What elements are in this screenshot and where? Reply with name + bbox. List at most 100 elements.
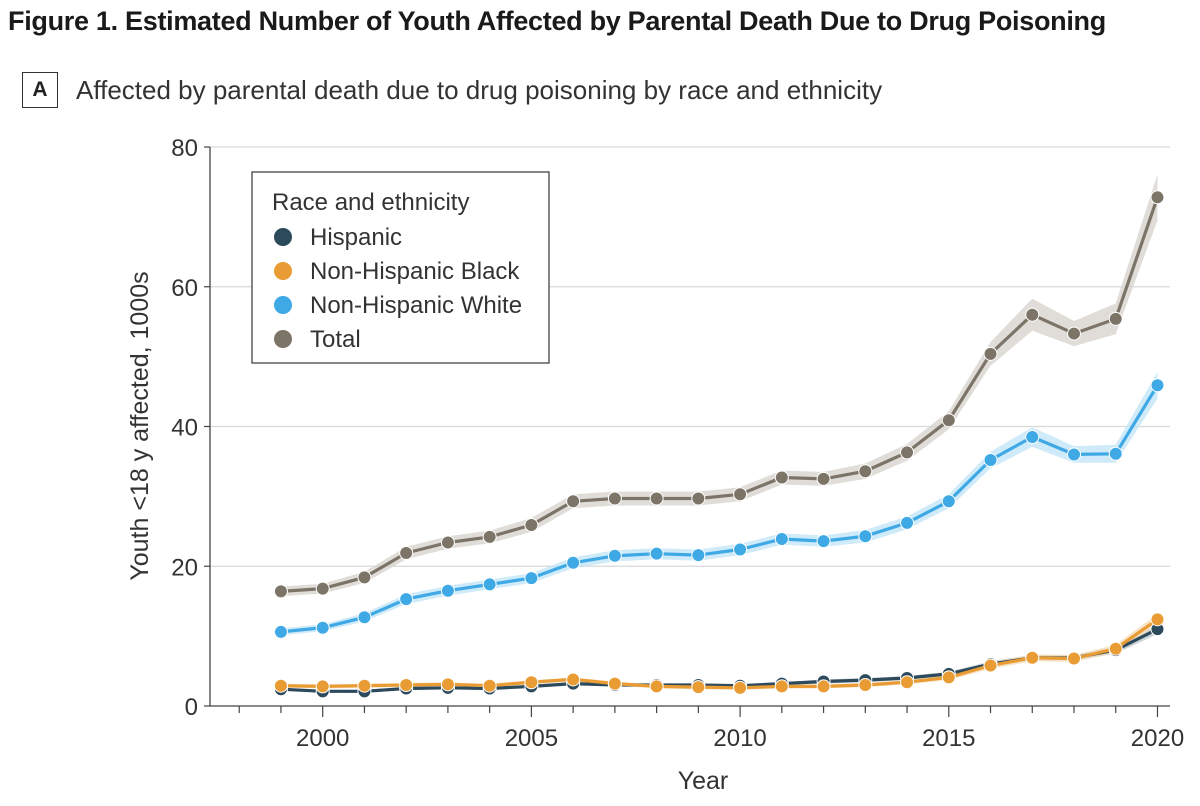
point-non-hispanic-white bbox=[399, 592, 414, 607]
point-total bbox=[273, 584, 288, 599]
point-non-hispanic-black bbox=[900, 675, 915, 690]
series-lines bbox=[280, 196, 1160, 693]
legend-marker-total bbox=[274, 330, 292, 348]
point-non-hispanic-white bbox=[983, 453, 998, 468]
legend-marker-non-hispanic-white bbox=[274, 296, 292, 314]
point-non-hispanic-black bbox=[1025, 650, 1040, 665]
point-non-hispanic-black bbox=[315, 679, 330, 694]
point-non-hispanic-black bbox=[607, 676, 622, 691]
point-total bbox=[1150, 190, 1165, 205]
point-non-hispanic-white bbox=[524, 571, 539, 586]
axes: 0 20 40 60 80 2000 2005 2010 2015 2020 bbox=[171, 135, 1184, 752]
figure-title: Figure 1. Estimated Number of Youth Affe… bbox=[8, 6, 1106, 36]
point-non-hispanic-white bbox=[315, 620, 330, 635]
x-tick-label: 2020 bbox=[1131, 725, 1184, 752]
legend-label-hispanic: Hispanic bbox=[310, 224, 402, 251]
point-total bbox=[607, 491, 622, 506]
point-non-hispanic-white bbox=[1108, 446, 1123, 461]
point-non-hispanic-white bbox=[566, 555, 581, 570]
point-non-hispanic-white bbox=[440, 583, 455, 598]
point-total bbox=[440, 535, 455, 550]
point-non-hispanic-black bbox=[941, 670, 956, 685]
point-non-hispanic-black bbox=[524, 675, 539, 690]
point-non-hispanic-black bbox=[1067, 651, 1081, 666]
point-non-hispanic-white bbox=[357, 610, 372, 625]
point-non-hispanic-white bbox=[816, 534, 831, 549]
point-non-hispanic-black bbox=[858, 678, 873, 693]
point-total bbox=[399, 545, 414, 560]
point-non-hispanic-white bbox=[774, 531, 789, 546]
band-non-hispanic-white bbox=[281, 372, 1158, 636]
point-non-hispanic-white bbox=[649, 546, 664, 561]
point-non-hispanic-black bbox=[1108, 641, 1123, 656]
y-tick-label: 20 bbox=[171, 554, 198, 581]
point-non-hispanic-white bbox=[273, 624, 288, 639]
point-total bbox=[1025, 307, 1040, 322]
y-tick-label: 0 bbox=[185, 694, 198, 721]
line-non-hispanic-black bbox=[280, 618, 1159, 690]
point-total bbox=[774, 470, 789, 485]
legend: Race and ethnicity Hispanic Non-Hispanic … bbox=[251, 171, 550, 364]
point-total bbox=[816, 471, 831, 486]
point-non-hispanic-black bbox=[357, 678, 372, 693]
series-points bbox=[273, 190, 1165, 699]
point-non-hispanic-black bbox=[566, 672, 581, 687]
point-total bbox=[983, 346, 998, 361]
legend-label-non-hispanic-black: Non-Hispanic Black bbox=[310, 258, 520, 285]
legend-label-total: Total bbox=[310, 326, 361, 353]
point-non-hispanic-white bbox=[900, 515, 915, 530]
point-non-hispanic-black bbox=[273, 678, 288, 693]
point-total bbox=[566, 494, 581, 509]
panel-header: A Affected by parental death due to drug… bbox=[22, 70, 882, 110]
point-non-hispanic-white bbox=[1067, 447, 1081, 462]
point-non-hispanic-white bbox=[733, 542, 748, 557]
point-total bbox=[524, 518, 539, 533]
point-non-hispanic-black bbox=[399, 678, 414, 693]
point-non-hispanic-white bbox=[691, 548, 706, 563]
point-non-hispanic-black bbox=[774, 679, 789, 694]
point-non-hispanic-white bbox=[858, 529, 873, 544]
point-non-hispanic-white bbox=[1150, 378, 1165, 393]
x-tick-label: 2010 bbox=[713, 725, 766, 752]
point-total bbox=[315, 581, 330, 596]
point-non-hispanic-white bbox=[607, 548, 622, 563]
point-non-hispanic-black bbox=[482, 678, 497, 693]
point-non-hispanic-black bbox=[1150, 612, 1165, 627]
legend-label-non-hispanic-white: Non-Hispanic White bbox=[310, 292, 522, 319]
x-tick-label: 2005 bbox=[505, 725, 558, 752]
band-non-hispanic-black bbox=[281, 613, 1158, 690]
legend-title: Race and ethnicity bbox=[272, 189, 469, 216]
point-total bbox=[858, 464, 873, 479]
point-total bbox=[1067, 326, 1081, 341]
line-non-hispanic-white bbox=[280, 384, 1159, 634]
y-tick-label: 40 bbox=[171, 415, 198, 442]
point-non-hispanic-black bbox=[816, 679, 831, 694]
y-tick-label: 60 bbox=[171, 275, 198, 302]
panel-title: Affected by parental death due to drug p… bbox=[76, 74, 883, 105]
legend-marker-non-hispanic-black bbox=[274, 262, 292, 280]
point-total bbox=[900, 445, 915, 460]
point-non-hispanic-black bbox=[440, 677, 455, 692]
x-axis-label: Year bbox=[678, 767, 729, 795]
point-non-hispanic-white bbox=[482, 577, 497, 592]
point-non-hispanic-black bbox=[691, 680, 706, 695]
y-tick-label: 80 bbox=[171, 135, 198, 162]
y-axis-label: Youth <18 y affected, 1000s bbox=[126, 271, 154, 580]
point-total bbox=[1108, 311, 1123, 326]
line-total bbox=[280, 196, 1160, 593]
point-total bbox=[733, 487, 748, 502]
panel-label-badge: A bbox=[22, 72, 58, 108]
point-total bbox=[357, 570, 372, 585]
point-total bbox=[941, 413, 956, 428]
point-total bbox=[691, 491, 706, 506]
x-tick-label: 2015 bbox=[922, 725, 975, 752]
point-non-hispanic-white bbox=[1025, 429, 1040, 444]
point-total bbox=[649, 491, 664, 506]
point-total bbox=[482, 529, 497, 544]
point-non-hispanic-black bbox=[733, 680, 748, 695]
x-tick-label: 2000 bbox=[296, 725, 349, 752]
point-non-hispanic-white bbox=[941, 494, 956, 509]
legend-box bbox=[251, 171, 550, 364]
point-non-hispanic-black bbox=[649, 679, 664, 694]
